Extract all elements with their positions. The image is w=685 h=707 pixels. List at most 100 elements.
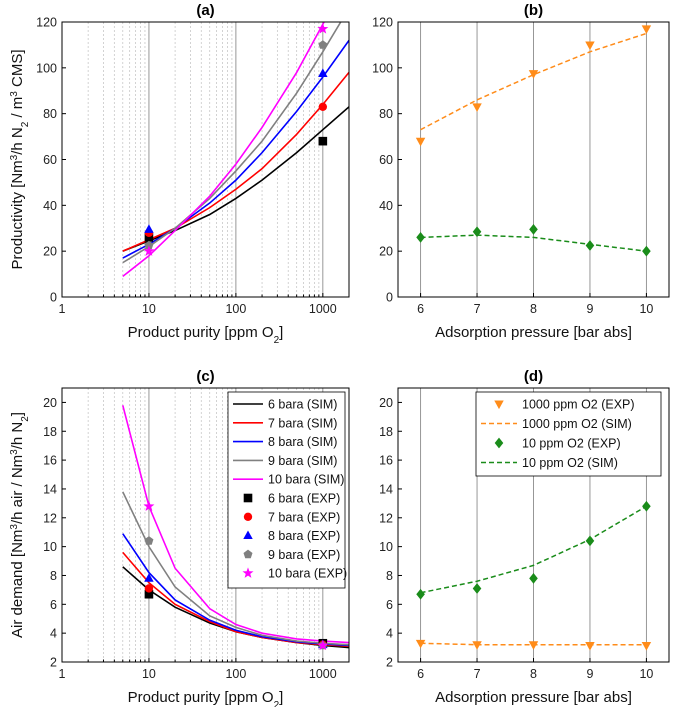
chart-panel-c: 1 10 100 1000 2 4 6 8 10 12 14 16 18 20 (c) Product pur… <box>9 368 350 707</box>
y-tick-label: 100 <box>372 61 393 75</box>
legend-entry-label: 6 bara (EXP) <box>268 492 340 506</box>
legend-entry-label: 7 bara (EXP) <box>268 510 340 524</box>
series-9-bara-exp-point <box>144 240 154 250</box>
series-1000-ppm-o2-sim-line <box>420 32 647 131</box>
series-10-bara-exp-point <box>317 23 329 34</box>
legend-sample-marker <box>243 512 253 521</box>
series-1000-ppm-o2-exp-point <box>641 25 652 35</box>
x-axis-label: Adsorption pressure [bar abs] <box>435 324 632 341</box>
series-10-bara-sim-line <box>121 405 349 644</box>
series-10-bara-exp-point <box>143 245 155 256</box>
x-tick-label: 8 <box>530 667 537 681</box>
series-10-ppm-o2-sim-line <box>420 234 647 252</box>
series-9-bara-exp-point <box>318 40 328 49</box>
legend-entry-label: 6 bara (SIM) <box>268 398 337 412</box>
series-10-ppm-o2-exp-point <box>416 232 425 243</box>
x-tick-label: 6 <box>417 302 424 316</box>
series-1000-ppm-o2-sim-line <box>420 642 647 646</box>
y-tick-label: 6 <box>386 598 393 612</box>
y-tick-label: 12 <box>43 511 57 525</box>
legend: 1000 ppm O2 (EXP) 1000 ppm O2 (SIM) 10 ppm… <box>475 391 662 477</box>
y-tick-label: 2 <box>386 656 393 670</box>
series-1000-ppm-o2-exp-point <box>472 103 482 112</box>
y-tick-label: 120 <box>372 16 393 30</box>
x-axis-label: Product purity [ppm O2] <box>128 324 284 346</box>
series-8-bara-exp-point <box>144 573 154 582</box>
y-tick-label: 4 <box>386 627 393 641</box>
x-axis-label: Product purity [ppm O2] <box>128 689 284 707</box>
legend-sample-marker <box>243 493 253 503</box>
series-1000-ppm-o2-exp-point <box>415 639 426 649</box>
y-tick-label: 80 <box>379 107 393 121</box>
y-tick-label: 100 <box>36 61 57 75</box>
series-10-ppm-o2-exp-point <box>472 226 482 238</box>
series-8-bara-exp-point <box>318 68 328 78</box>
y-tick-label: 8 <box>50 569 57 583</box>
series-7-bara-sim-line <box>122 71 349 252</box>
x-tick-label: 7 <box>474 302 481 316</box>
x-tick-label: 10 <box>639 302 653 316</box>
y-tick-label: 40 <box>43 199 57 213</box>
y-tick-label: 60 <box>379 153 393 167</box>
y-tick-label: 18 <box>379 425 393 439</box>
series-10-ppm-o2-exp-point <box>529 224 538 235</box>
y-tick-label: 20 <box>379 245 393 259</box>
legend: 6 bara (SIM) 7 bara (SIM) 8 bara (SIM) 9 ba… <box>227 391 347 589</box>
series-1000-ppm-o2-exp-point <box>528 70 539 79</box>
y-tick-label: 14 <box>379 482 393 496</box>
legend-sample-marker <box>243 549 253 559</box>
y-tick-label: 8 <box>386 569 393 583</box>
legend-entry-label: 10 ppm O2 (SIM) <box>522 456 618 470</box>
series-10-ppm-o2-exp-point <box>642 245 651 257</box>
series-6-bara-exp-point <box>318 136 328 146</box>
legend-sample-marker <box>243 530 253 540</box>
x-tick-label: 9 <box>586 302 593 316</box>
y-tick-label: 80 <box>43 107 57 121</box>
y-tick-label: 2 <box>50 656 57 670</box>
legend-entry-label: 8 bara (SIM) <box>268 435 337 449</box>
y-tick-label: 4 <box>50 627 57 641</box>
legend-sample-marker <box>242 567 254 578</box>
legend-entry-label: 7 bara (SIM) <box>268 416 337 430</box>
y-tick-label: 0 <box>50 291 57 305</box>
y-tick-label: 16 <box>379 454 393 468</box>
y-tick-label: 12 <box>379 511 393 525</box>
series-7-bara-exp-point <box>318 102 328 111</box>
x-tick-label: 100 <box>225 667 246 681</box>
legend-entry-label: 9 bara (EXP) <box>268 548 340 562</box>
series-10-bara-sim-line <box>122 22 325 278</box>
series-1000-ppm-o2-exp-point <box>585 41 595 51</box>
series-10-ppm-o2-sim-line <box>420 505 647 594</box>
chart-title: (b) <box>524 2 543 19</box>
series-6-bara-exp-point <box>144 589 154 599</box>
chart-panel-a: 1 10 100 1000 0 20 40 60 80 100 120 (a) Product puri… <box>9 2 350 346</box>
legend-entry-label: 8 bara (EXP) <box>268 529 340 543</box>
series-10-ppm-o2-exp-point <box>585 535 595 547</box>
series-9-bara-sim-line <box>122 491 349 646</box>
series-10-bara-exp-point <box>143 500 155 511</box>
chart-title: (d) <box>524 368 543 385</box>
series-1000-ppm-o2-exp-point <box>472 641 482 650</box>
chart-title: (a) <box>196 2 214 19</box>
y-tick-label: 120 <box>36 16 57 30</box>
y-tick-label: 0 <box>386 291 393 305</box>
x-tick-label: 7 <box>474 667 481 681</box>
legend-entry-label: 10 bara (EXP) <box>268 567 347 581</box>
x-axis-label: Adsorption pressure [bar abs] <box>435 689 632 706</box>
plot-frame <box>61 387 350 663</box>
series-9-bara-sim-line <box>122 22 342 264</box>
legend-entry-label: 9 bara (SIM) <box>268 454 337 468</box>
x-tick-label: 10 <box>142 302 156 316</box>
x-tick-label: 6 <box>417 667 424 681</box>
series-7-bara-exp-point <box>144 584 154 593</box>
y-tick-label: 6 <box>50 598 57 612</box>
y-tick-label: 40 <box>379 199 393 213</box>
legend-entry-label: 10 bara (SIM) <box>268 473 344 487</box>
x-tick-label: 1 <box>59 302 66 316</box>
series-1000-ppm-o2-exp-point <box>585 641 595 651</box>
series-10-ppm-o2-exp-point <box>585 240 595 251</box>
series-8-bara-sim-line <box>122 39 349 259</box>
y-tick-label: 14 <box>43 482 57 496</box>
series-9-bara-exp-point <box>144 536 154 545</box>
